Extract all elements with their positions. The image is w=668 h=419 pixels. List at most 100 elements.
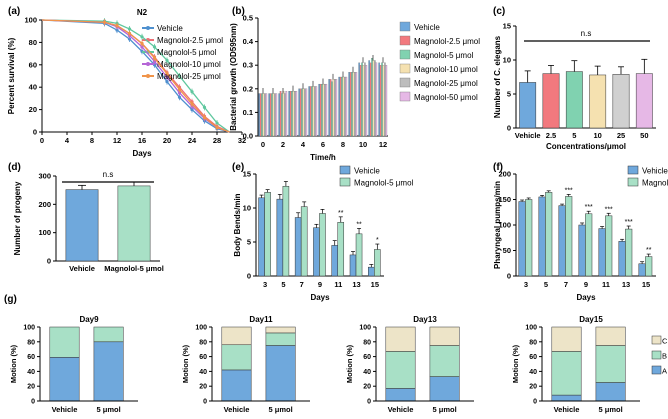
stack-segment-B bbox=[49, 326, 80, 358]
y-tick-label: 0 bbox=[507, 272, 511, 281]
bar bbox=[312, 86, 315, 137]
stack-segment-A bbox=[429, 376, 460, 402]
x-axis-label-e: Days bbox=[310, 293, 330, 302]
bar bbox=[281, 93, 283, 137]
data-point bbox=[127, 27, 132, 31]
bar bbox=[308, 86, 311, 137]
bar bbox=[264, 93, 266, 137]
legend-swatch bbox=[399, 21, 411, 32]
bar bbox=[635, 73, 653, 129]
data-point bbox=[165, 75, 169, 79]
data-point bbox=[215, 125, 219, 130]
stack-segment-B bbox=[551, 351, 582, 396]
y-tick-label: 100 bbox=[24, 16, 37, 25]
data-point bbox=[152, 59, 157, 64]
y-tick-label: 0 bbox=[203, 399, 207, 406]
a-axes: 0 20 40 60 80 100 bbox=[24, 16, 242, 137]
legend-label: Magnolol-5 μmol bbox=[354, 179, 414, 188]
bar bbox=[295, 91, 298, 137]
legend-swatch bbox=[627, 177, 639, 187]
legend-label: Magnolol-5 μmol bbox=[157, 48, 217, 57]
x-tick-label: 6 bbox=[321, 140, 325, 149]
bar bbox=[612, 74, 630, 129]
significance-label: *** bbox=[625, 219, 633, 226]
bar bbox=[334, 79, 336, 137]
data-point bbox=[165, 72, 169, 76]
legend-swatch bbox=[339, 177, 351, 187]
y-tick-label: 5 bbox=[247, 238, 251, 247]
bar bbox=[325, 83, 328, 137]
data-point bbox=[115, 28, 119, 32]
y-tick-label: 20 bbox=[27, 384, 35, 391]
bar bbox=[372, 60, 375, 137]
bar bbox=[328, 79, 331, 137]
bar bbox=[638, 263, 646, 277]
x-tick-label: 2.5 bbox=[546, 131, 556, 140]
g1-axes: 0 20 40 60 80 100 bbox=[195, 325, 310, 406]
bar bbox=[301, 88, 303, 137]
x-tick-label: 20 bbox=[163, 136, 171, 145]
bar bbox=[311, 86, 313, 137]
g0-axes: 0 20 40 60 80 100 bbox=[23, 325, 138, 406]
series-4 bbox=[41, 19, 230, 133]
bar bbox=[385, 65, 388, 137]
y-tick-label: 0 bbox=[33, 128, 37, 137]
legend-label: Vehicle bbox=[354, 167, 380, 176]
bar bbox=[371, 58, 373, 137]
panel-label-c: (c) bbox=[493, 6, 505, 17]
bar bbox=[349, 254, 357, 277]
y-tick-label: 0 bbox=[31, 399, 35, 406]
bar bbox=[282, 185, 290, 277]
bar bbox=[315, 86, 318, 137]
bar bbox=[294, 217, 302, 277]
bar bbox=[319, 83, 322, 137]
y-tick-label: 15 bbox=[243, 170, 251, 179]
y-tick-label: 0 bbox=[247, 272, 251, 281]
data-point bbox=[215, 121, 219, 125]
bar bbox=[355, 233, 363, 277]
data-point bbox=[140, 45, 144, 49]
stack-segment-C bbox=[551, 326, 582, 352]
bar bbox=[338, 76, 341, 137]
y-tick-label: 40 bbox=[529, 369, 537, 376]
stack-segment-A bbox=[49, 357, 80, 402]
y-tick-label: 200 bbox=[38, 200, 51, 209]
significance-label: *** bbox=[605, 206, 613, 213]
bar bbox=[379, 65, 382, 137]
motion-panel-3: Day15 Motion (%) Vehicle 5 μmol bbox=[511, 315, 626, 414]
bar bbox=[284, 93, 286, 137]
y-tick-label: 80 bbox=[363, 339, 371, 346]
y-tick-label: 300 bbox=[38, 172, 51, 181]
bar bbox=[558, 205, 566, 277]
legend-label: Magnolol-5 μmol bbox=[414, 51, 474, 60]
x-tick-label: 4 bbox=[301, 140, 306, 149]
y-tick-label: 20 bbox=[363, 384, 371, 391]
y-tick-label: 0.5 bbox=[243, 14, 253, 23]
bar bbox=[272, 93, 275, 137]
y-tick-label: 60 bbox=[27, 354, 35, 361]
x-tick-label: 5 μmol bbox=[97, 405, 121, 414]
panel-label-e: (e) bbox=[232, 162, 244, 173]
bar bbox=[322, 83, 325, 137]
bar bbox=[262, 93, 265, 137]
y-tick-label: 80 bbox=[529, 339, 537, 346]
y-tick-label: 40 bbox=[29, 83, 37, 92]
data-point bbox=[190, 90, 194, 94]
y-axis-label: Motion (%) bbox=[9, 344, 18, 383]
x-tick-label: 32 bbox=[238, 136, 246, 145]
bar bbox=[332, 79, 335, 137]
bar bbox=[545, 192, 553, 277]
bar bbox=[289, 91, 292, 137]
series-line bbox=[41, 19, 230, 133]
bar bbox=[351, 72, 353, 137]
bar bbox=[565, 71, 583, 129]
c-axes: 0 5 10 15 bbox=[503, 22, 656, 133]
x-tick-label: 5 μmol bbox=[599, 405, 623, 414]
x-tick-label: 5 bbox=[281, 280, 285, 289]
significance-label: n.s bbox=[581, 29, 592, 38]
bar bbox=[618, 241, 626, 277]
y-tick-label: 5 bbox=[507, 90, 511, 99]
stack-segment-A bbox=[551, 394, 582, 402]
x-tick-label: 9 bbox=[318, 280, 322, 289]
chart-title-a: N2 bbox=[137, 8, 148, 17]
